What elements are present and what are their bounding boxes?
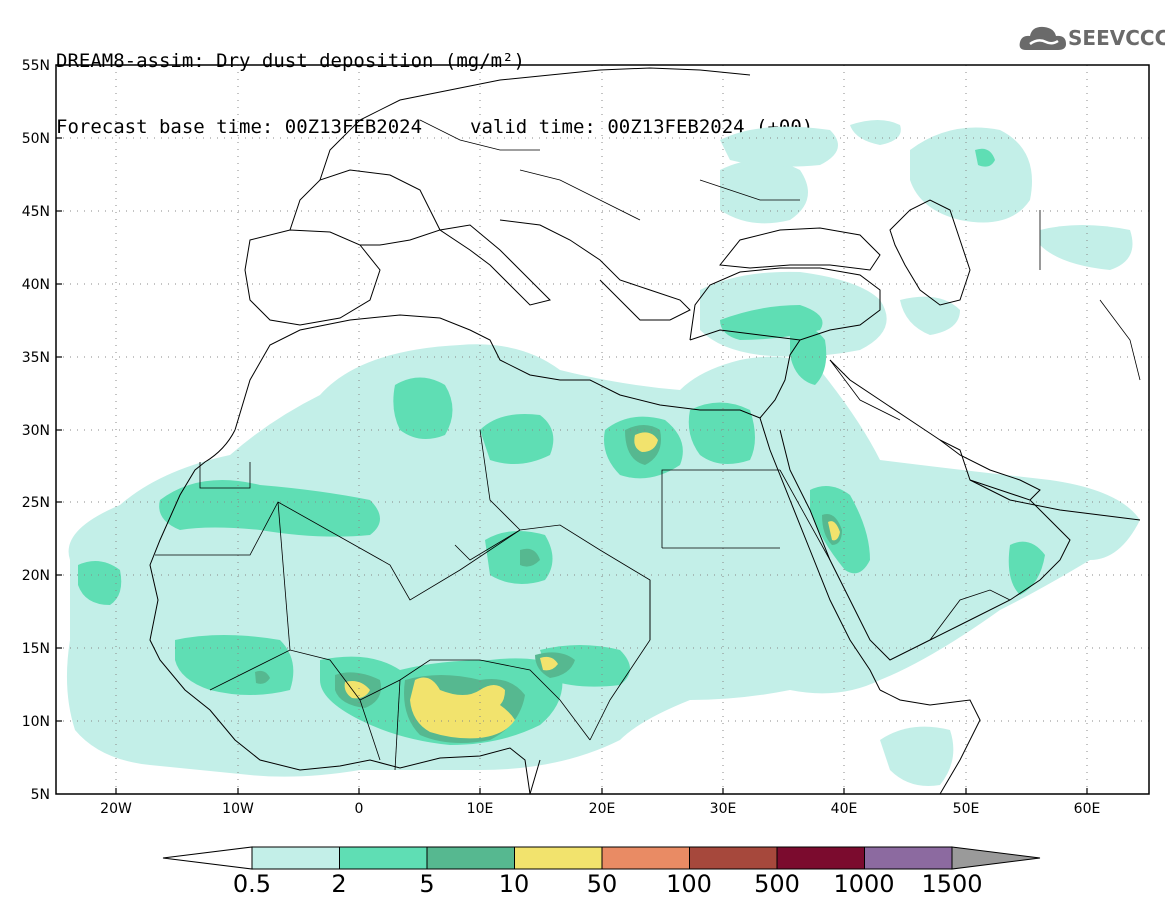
colorbar-label: 1500 — [921, 870, 982, 898]
colorbar-boxes — [251, 846, 953, 870]
colorbar-label: 10 — [499, 870, 530, 898]
lat-label: 25N — [22, 495, 50, 511]
field-egypt-nile — [688, 402, 755, 464]
coast-arabia — [779, 359, 1071, 661]
field-chad — [485, 531, 553, 584]
seevccc-logo: SEEVCCC — [1018, 20, 1165, 60]
colorbar-label: 5 — [419, 870, 434, 898]
coast-red-sea-west — [759, 417, 881, 691]
cloud-icon — [1019, 26, 1066, 50]
field-caucasus-core — [975, 148, 995, 167]
coast-north-africa — [234, 314, 761, 431]
colorbar-box — [339, 846, 428, 870]
logo-text: SEEVCCC — [1068, 26, 1165, 50]
lat-labels: 55N 50N 45N 40N 35N 30N 25N 20N 15N 10N … — [22, 58, 50, 803]
lon-label: 40E — [831, 801, 858, 817]
colorbar-label: 100 — [666, 870, 712, 898]
coast-persian-gulf — [939, 439, 1041, 501]
colorbar-labels: 0.5 2 5 10 50 100 500 1000 1500 — [233, 870, 983, 898]
field-caucasus — [910, 127, 1032, 223]
map-title: DREAM8-assim: Dry dust deposition (mg/m²… — [56, 50, 525, 72]
field-atlas — [393, 377, 453, 439]
coast-levant — [759, 339, 801, 419]
coast-horn — [879, 689, 981, 794]
colorbar-box — [776, 846, 865, 870]
field-central-asia — [1040, 225, 1133, 270]
dust-field — [66, 120, 1140, 786]
graticule — [56, 65, 1149, 794]
lat-label: 50N — [22, 131, 50, 147]
lon-labels: 20W 10W 0 10E 20E 30E 40E 50E 60E — [100, 801, 1100, 817]
coast-italy — [438, 224, 551, 306]
field-caspian — [720, 160, 808, 224]
coast-europe-north — [319, 67, 751, 181]
colorbar-label: 1000 — [833, 870, 894, 898]
lon-label: 0 — [355, 801, 364, 817]
colorbar-box — [689, 846, 778, 870]
field-west-sahel-core — [255, 670, 270, 684]
colorbar-box — [864, 846, 953, 870]
lat-label: 15N — [22, 641, 50, 657]
colorbar-box — [601, 846, 690, 870]
coast-turkey — [689, 267, 881, 341]
colorbar-label: 0.5 — [233, 870, 271, 898]
coast-france — [289, 169, 441, 246]
field-black-sea-north — [720, 126, 838, 167]
field-chad-north — [520, 548, 540, 567]
field-north-caspian — [850, 120, 901, 145]
field-iran — [900, 296, 960, 335]
lat-label: 10N — [22, 714, 50, 730]
field-sahara-main — [66, 344, 1140, 777]
lat-label: 30N — [22, 423, 50, 439]
lat-label: 40N — [22, 277, 50, 293]
lat-label: 35N — [22, 350, 50, 366]
field-red-sea-peak — [828, 521, 840, 541]
field-nigeria-peak — [410, 677, 515, 739]
field-tunisia-libya — [480, 414, 554, 464]
field-burkina-peak — [344, 681, 370, 699]
axis-ticks — [56, 64, 1088, 794]
colorbar: 0.5 2 5 10 50 100 500 1000 1500 — [162, 846, 1041, 898]
lon-label: 20E — [589, 801, 616, 817]
field-turkey-south — [720, 305, 823, 340]
colorbar-box — [426, 846, 515, 870]
lat-label: 20N — [22, 568, 50, 584]
colorbar-label: 500 — [754, 870, 800, 898]
country-borders — [155, 119, 1141, 771]
colorbar-over-triangle — [951, 846, 1041, 870]
lat-label: 45N — [22, 204, 50, 220]
coast-africa-west — [149, 429, 531, 794]
colorbar-box — [251, 846, 340, 870]
coast-black-sea — [719, 227, 881, 271]
colorbar-box — [514, 846, 603, 870]
field-mauritania — [159, 480, 380, 537]
field-chad-peak — [540, 656, 558, 671]
colorbar-under-triangle — [162, 846, 253, 870]
coast-iran-south — [969, 479, 1141, 521]
lon-label: 50E — [953, 801, 980, 817]
coast-caspian — [889, 199, 971, 306]
coast-iberia — [244, 229, 381, 326]
coast-balkans — [499, 219, 691, 321]
lat-label: 5N — [31, 787, 50, 803]
lat-label: 55N — [22, 58, 50, 74]
colorbar-label: 2 — [331, 870, 346, 898]
field-east-africa — [880, 726, 954, 786]
lon-label: 30E — [710, 801, 737, 817]
colorbar-label: 50 — [587, 870, 618, 898]
field-oman — [1008, 541, 1045, 595]
field-level-4 — [344, 432, 840, 739]
field-egypt-peak — [634, 432, 658, 452]
coast-gulf-guinea — [529, 759, 541, 794]
coastlines — [149, 67, 1141, 794]
lon-label: 60E — [1074, 801, 1101, 817]
lon-label: 10W — [222, 801, 254, 817]
lon-label: 20W — [100, 801, 132, 817]
lon-label: 10E — [467, 801, 494, 817]
field-senegal — [78, 561, 122, 605]
